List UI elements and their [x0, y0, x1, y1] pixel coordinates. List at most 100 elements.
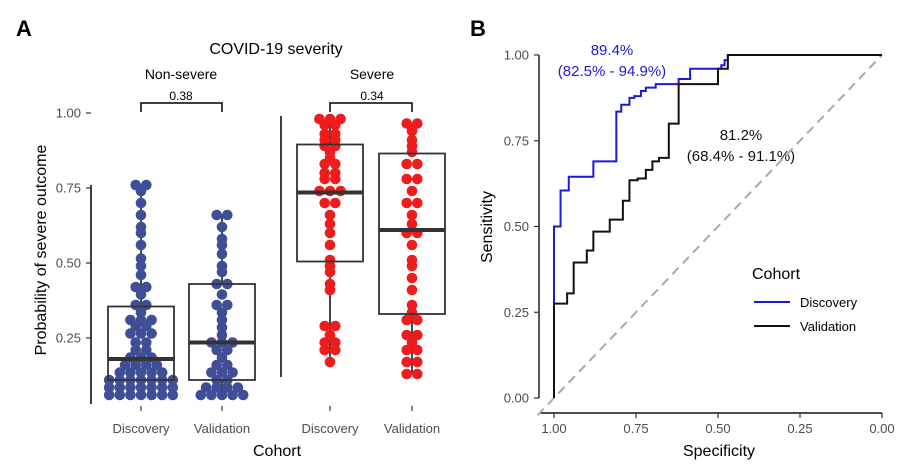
data-point-severe-discovery [324, 218, 336, 230]
data-point-severe-validation [406, 337, 418, 348]
data-point-severe-discovery [319, 197, 331, 209]
data-point-non-severe-validation [206, 389, 217, 401]
data-point-non-severe-discovery [141, 359, 152, 371]
chart-title: COVID-19 severity [209, 41, 342, 58]
data-point-non-severe-validation [216, 289, 228, 300]
data-point-non-severe-discovery [125, 314, 136, 326]
data-point-non-severe-validation [211, 209, 222, 221]
data-point-non-severe-discovery [125, 389, 136, 401]
data-point-severe-discovery [314, 113, 325, 125]
data-point-severe-validation [401, 314, 413, 326]
data-point-severe-validation [412, 344, 423, 356]
data-point-non-severe-discovery [135, 269, 147, 281]
data-point-severe-discovery [324, 113, 336, 125]
data-point-non-severe-validation [227, 389, 238, 401]
panel-a-plot: 0.25 0.50 0.75 1.00 [56, 102, 446, 411]
data-point-non-severe-validation [211, 299, 222, 311]
data-point-severe-validation [412, 118, 423, 129]
data-point-severe-discovery [319, 128, 331, 140]
data-point-severe-validation [406, 299, 418, 311]
legend-label-discovery: Discovery [800, 295, 858, 310]
data-point-severe-discovery [324, 254, 336, 266]
data-point-severe-validation [406, 272, 418, 284]
data-point-severe-validation [406, 254, 418, 266]
data-point-non-severe-discovery [135, 289, 147, 300]
data-point-non-severe-discovery [135, 197, 147, 209]
x-tick-label-b: 0.75 [623, 421, 648, 436]
data-point-non-severe-discovery [135, 209, 147, 221]
pvalue-severe: 0.34 [360, 89, 384, 103]
y-axis-title-a: Probability of severe outcome [33, 145, 50, 356]
legend-label-validation: Validation [800, 319, 856, 334]
data-point-non-severe-discovery [135, 307, 147, 318]
data-point-non-severe-discovery [130, 337, 141, 348]
data-point-non-severe-discovery [141, 179, 152, 191]
data-point-non-severe-discovery [130, 359, 141, 371]
significance-bracket-non-severe [140, 102, 223, 112]
data-point-severe-discovery [324, 227, 336, 239]
data-point-severe-validation [412, 197, 423, 209]
data-point-non-severe-discovery [135, 382, 147, 393]
data-point-non-severe-validation [222, 209, 233, 221]
data-point-non-severe-discovery [130, 299, 141, 311]
x-axis-title-a: Cohort [253, 443, 302, 460]
data-point-severe-validation [406, 239, 418, 251]
box-severe-discovery [296, 143, 364, 263]
data-point-non-severe-discovery [130, 179, 141, 191]
data-point-non-severe-discovery [135, 221, 147, 233]
y-tick-label-a: 1.00 [56, 106, 81, 121]
data-point-non-severe-validation [232, 382, 244, 393]
data-point-non-severe-validation [216, 352, 228, 363]
data-point-severe-validation [412, 368, 423, 380]
data-point-severe-validation [401, 197, 413, 209]
data-point-severe-discovery [330, 344, 341, 356]
data-point-severe-validation [412, 356, 423, 368]
data-point-non-severe-discovery [135, 328, 147, 339]
data-point-severe-validation [406, 284, 418, 296]
y-tick-label-b: 0.25 [504, 305, 529, 320]
data-point-non-severe-discovery [103, 382, 115, 393]
data-point-severe-validation [412, 158, 423, 170]
data-point-non-severe-validation [195, 389, 207, 401]
data-point-non-severe-validation [200, 382, 212, 393]
data-point-non-severe-discovery [141, 337, 152, 348]
data-point-non-severe-validation [216, 329, 228, 341]
data-point-non-severe-validation [211, 382, 222, 393]
data-point-non-severe-discovery [125, 367, 136, 378]
x-tick-nonsevere-validation: Validation [194, 421, 250, 436]
roc-curve-discovery [553, 54, 882, 398]
data-point-severe-validation [412, 314, 423, 326]
data-point-severe-discovery [330, 197, 341, 209]
data-point-severe-discovery [319, 320, 331, 332]
roc-curve-validation [553, 54, 882, 398]
panel-label-b: B [470, 16, 486, 41]
data-point-non-severe-discovery [130, 281, 141, 293]
data-point-non-severe-validation [222, 382, 233, 393]
y-axis-title-b: Sensitivity [479, 191, 496, 263]
data-point-severe-discovery [324, 278, 336, 290]
data-point-severe-discovery [330, 337, 341, 348]
data-point-non-severe-discovery [167, 382, 179, 393]
data-point-non-severe-validation [216, 260, 228, 272]
data-point-severe-validation [406, 185, 418, 197]
data-point-non-severe-discovery [146, 389, 157, 401]
data-point-severe-discovery [335, 113, 346, 125]
data-point-non-severe-validation [222, 359, 233, 371]
data-point-non-severe-discovery [135, 314, 147, 326]
data-point-non-severe-discovery [135, 367, 147, 378]
box-severe-validation [378, 152, 446, 315]
data-point-severe-validation [406, 307, 418, 318]
data-point-non-severe-validation [216, 307, 228, 318]
data-point-severe-validation [406, 125, 418, 137]
data-point-severe-discovery [319, 337, 331, 348]
data-point-non-severe-validation [216, 367, 228, 378]
data-point-non-severe-discovery [130, 344, 141, 356]
data-point-non-severe-validation [227, 367, 238, 378]
data-point-non-severe-discovery [135, 253, 147, 264]
x-tick-label-b: 0.25 [787, 421, 812, 436]
data-point-non-severe-discovery [125, 328, 136, 339]
y-tick-label-b: 0.00 [504, 391, 529, 406]
data-point-non-severe-discovery [156, 389, 168, 401]
y-tick-label-a: 0.50 [56, 256, 81, 271]
box-non-severe-discovery [107, 305, 175, 381]
